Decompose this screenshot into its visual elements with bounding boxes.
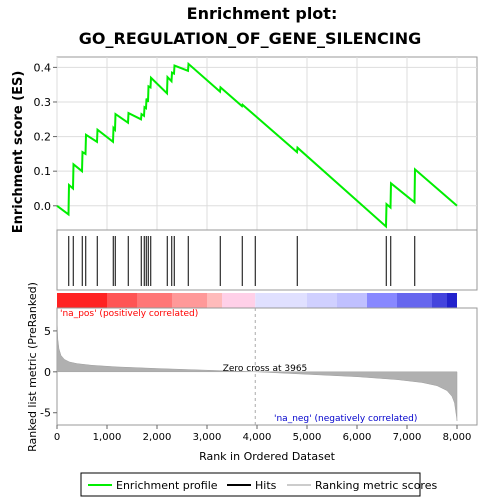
x-tick-label: 6,000 [343, 432, 372, 443]
hits-panel-frame [56, 229, 478, 291]
x-tick-label: 2,000 [143, 432, 172, 443]
x-tick-label: 1,000 [93, 432, 122, 443]
color-bar-segment [137, 293, 172, 308]
color-bar-segment [397, 293, 432, 308]
ranking-metric-area [56, 318, 458, 421]
pos-correlated-label: 'na_pos' (positively correlated) [60, 309, 198, 319]
es-y-tick-label: 0.2 [34, 131, 52, 144]
es-grid [56, 57, 477, 230]
es-panel-frame [56, 56, 478, 231]
color-bar-segment [172, 293, 207, 308]
x-axis-label: Rank in Ordered Dataset [199, 450, 336, 463]
metric-y-tick-label: 0 [44, 366, 51, 379]
color-bar-segment [337, 293, 367, 308]
es-line-group [56, 61, 458, 229]
color-bar-segment [222, 293, 256, 308]
x-tick-label: 0 [54, 432, 60, 443]
color-bar-segment [367, 293, 397, 308]
x-tick-label: 3,000 [193, 432, 222, 443]
metric-group [56, 308, 458, 425]
es-y-tick-label: 0.3 [34, 96, 52, 109]
x-tick-label: 8,000 [443, 432, 472, 443]
metric-y-axis-label: Ranked list metric (PreRanked) [26, 282, 39, 452]
metric-y-tick-label: 5 [44, 325, 51, 338]
neg-correlated-label: 'na_neg' (negatively correlated) [274, 414, 417, 424]
title-line2: GO_REGULATION_OF_GENE_SILENCING [79, 29, 421, 48]
rank-color-bar [57, 293, 457, 308]
metric-panel-frame [56, 307, 478, 426]
es-y-tick-label: 0.4 [34, 61, 52, 74]
x-tick-label: 7,000 [393, 432, 422, 443]
title-line1: Enrichment plot: [187, 4, 338, 23]
legend-label-hits: Hits [255, 479, 277, 492]
x-tick-label: 4,000 [243, 432, 272, 443]
color-bar-segment [255, 293, 307, 308]
es-y-axis: 0.0 0.1 0.2 0.3 0.4 [34, 61, 57, 213]
color-bar-segment [307, 293, 337, 308]
color-bar-segment [57, 293, 107, 308]
zero-cross-label: Zero cross at 3965 [223, 364, 308, 374]
enrichment-profile-line [56, 61, 458, 229]
metric-y-axis: -5 0 5 [40, 325, 57, 420]
hits-group [68, 236, 416, 286]
metric-y-tick-label: -5 [40, 407, 51, 420]
legend-label-enrichment: Enrichment profile [116, 479, 218, 492]
legend-label-metric: Ranking metric scores [315, 479, 437, 492]
es-y-tick-label: 0.1 [34, 165, 52, 178]
color-bar-segment [447, 293, 457, 308]
x-tick-label: 5,000 [293, 432, 322, 443]
color-bar-segment [107, 293, 137, 308]
color-bar-segment [207, 293, 222, 308]
x-axis: 0 1,000 2,000 3,000 4,000 5,000 6,000 7,000 8,00… [54, 425, 472, 443]
es-y-tick-label: 0.0 [34, 200, 52, 213]
color-bar-segment [432, 293, 447, 308]
es-y-axis-label: Enrichment score (ES) [11, 71, 26, 234]
